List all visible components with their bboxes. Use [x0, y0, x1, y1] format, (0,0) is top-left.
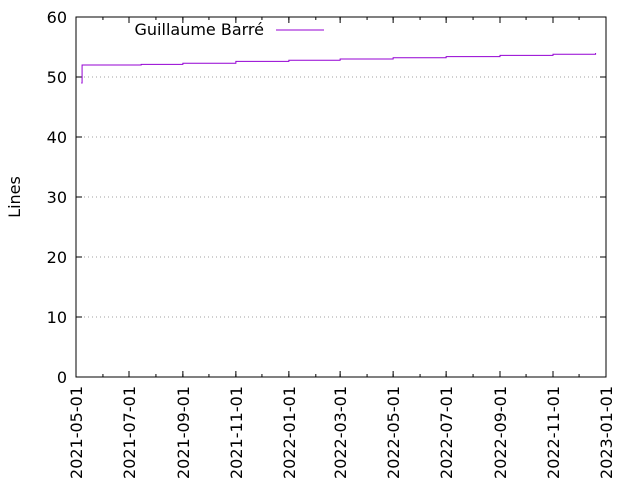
- x-tick-label: 2022-09-01: [491, 386, 510, 479]
- axis-ticks: [75, 16, 607, 378]
- y-axis-tick-labels: 0 10 20 30 40 50 60: [47, 8, 67, 387]
- legend: Guillaume Barré: [135, 20, 324, 39]
- legend-label: Guillaume Barré: [135, 20, 264, 39]
- y-tick-label: 30: [47, 188, 67, 207]
- series-lines: [81, 53, 597, 84]
- y-tick-label: 60: [47, 8, 67, 27]
- series-line: [81, 53, 597, 84]
- x-tick-label: 2023-01-01: [597, 386, 616, 479]
- x-tick-label: 2021-05-01: [67, 386, 86, 479]
- y-tick-label: 20: [47, 248, 67, 267]
- y-tick-label: 0: [57, 368, 67, 387]
- y-tick-label: 40: [47, 128, 67, 147]
- x-tick-label: 2022-11-01: [544, 386, 563, 479]
- x-tick-label: 2021-09-01: [174, 386, 193, 479]
- y-tick-label: 10: [47, 308, 67, 327]
- x-tick-label: 2022-07-01: [437, 386, 456, 479]
- grid-lines: [76, 76, 606, 318]
- y-axis-label: Lines: [5, 176, 24, 218]
- x-axis-tick-labels: 2021-05-01 2021-07-01 2021-09-01 2021-11-01…: [67, 386, 616, 479]
- x-tick-label: 2021-11-01: [227, 386, 246, 479]
- x-tick-label: 2022-05-01: [384, 386, 403, 479]
- x-tick-label: 2022-01-01: [280, 386, 299, 479]
- x-tick-label: 2021-07-01: [120, 386, 139, 479]
- x-tick-label: 2022-03-01: [331, 386, 350, 479]
- y-tick-label: 50: [47, 68, 67, 87]
